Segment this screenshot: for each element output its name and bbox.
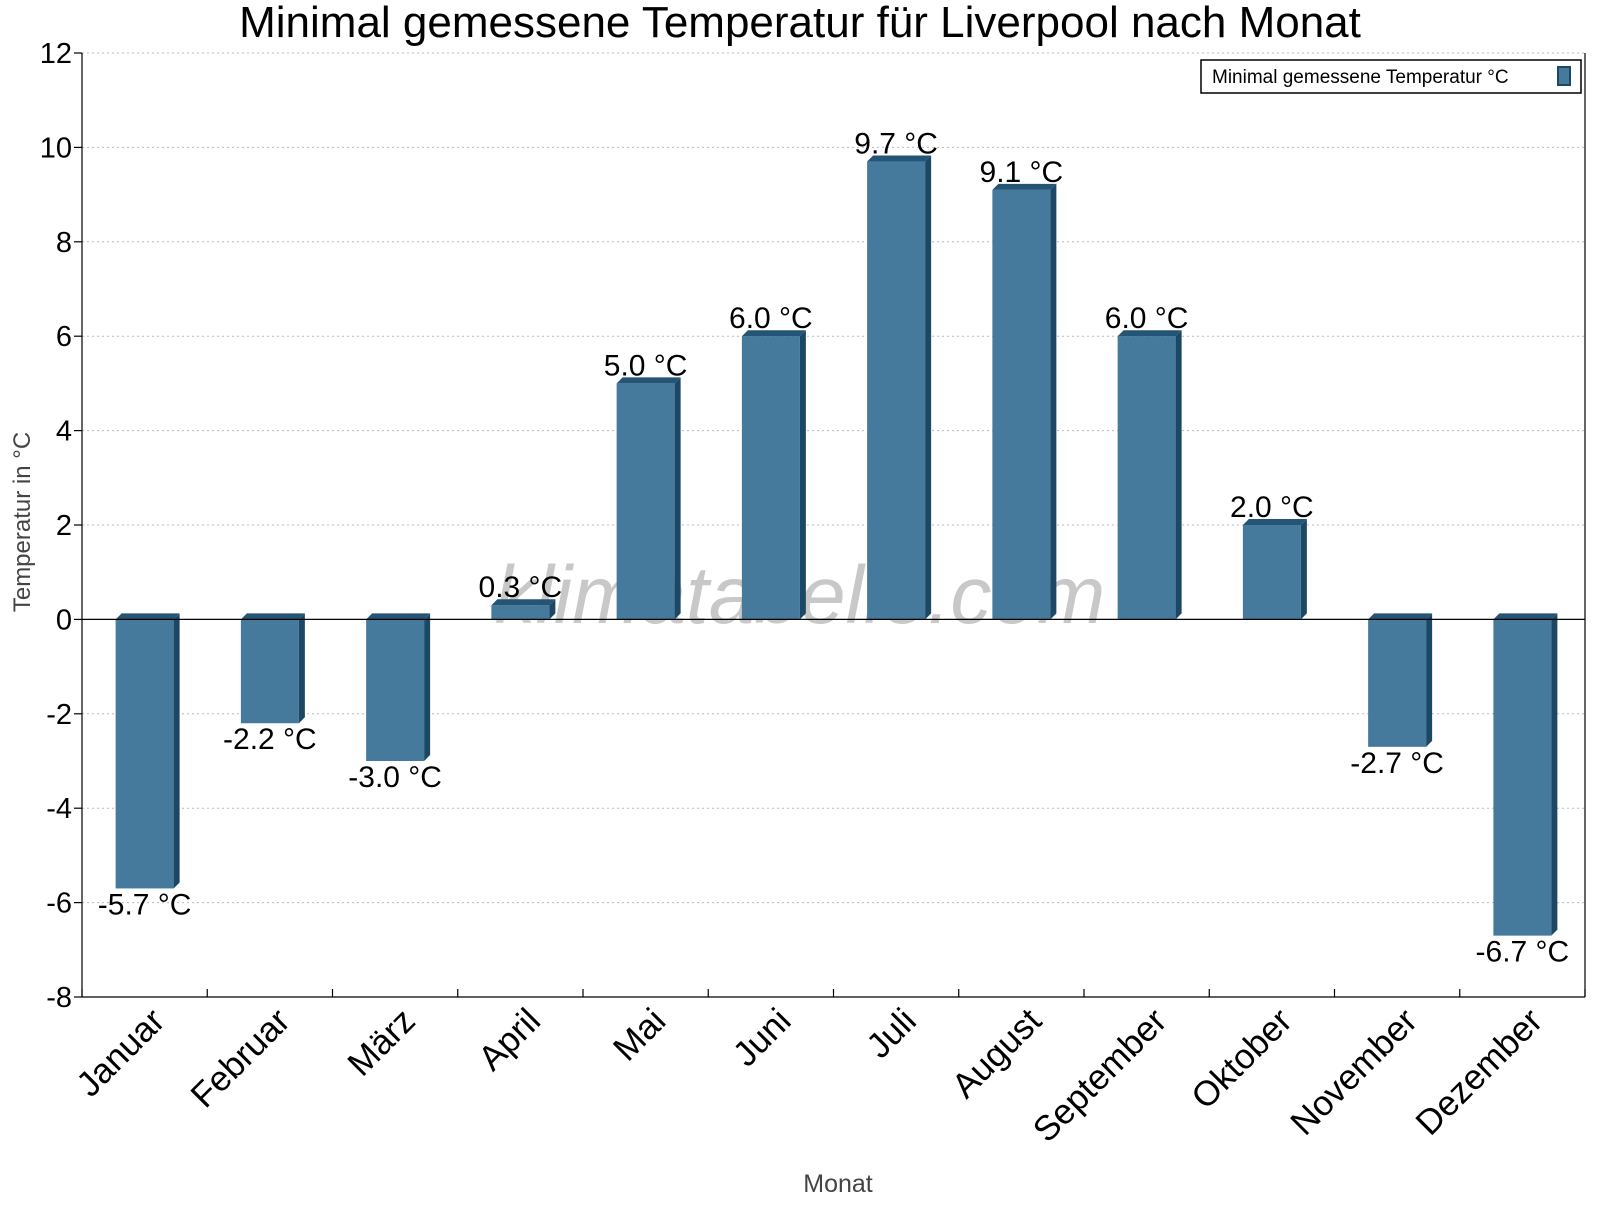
bar-top-6 <box>867 155 932 162</box>
bar-side-2 <box>424 613 431 761</box>
y-tick-label-3: 6 <box>56 321 72 353</box>
bar-märz <box>366 619 425 761</box>
legend-label: Minimal gemessene Temperatur °C <box>1212 67 1509 88</box>
bar-november <box>1368 619 1427 747</box>
bar-side-4 <box>674 377 681 620</box>
bar-top-2 <box>366 613 431 620</box>
bar-top-1 <box>240 613 305 620</box>
data-label-8: 6.0 °C <box>1105 302 1189 335</box>
bar-oktober <box>1242 525 1301 620</box>
chart-title: Minimal gemessene Temperatur für Liverpo… <box>239 0 1361 47</box>
bar-top-3 <box>491 599 556 606</box>
bar-top-0 <box>115 613 180 620</box>
bars <box>115 155 1558 936</box>
bar-top-4 <box>616 377 681 384</box>
bar-januar <box>115 619 174 889</box>
y-tick-label-10: -8 <box>46 982 72 1014</box>
y-tick-label-4: 4 <box>56 416 72 448</box>
bar-side-6 <box>925 155 932 620</box>
bar-top-10 <box>1368 613 1433 620</box>
data-label-6: 9.7 °C <box>854 128 938 161</box>
data-label-9: 2.0 °C <box>1230 491 1314 524</box>
data-label-1: -2.2 °C <box>223 723 317 756</box>
bar-side-9 <box>1300 519 1307 620</box>
bar-side-11 <box>1551 613 1558 936</box>
bar-top-8 <box>1117 330 1182 337</box>
data-label-7: 9.1 °C <box>980 156 1064 189</box>
data-label-2: -3.0 °C <box>348 761 442 794</box>
bar-side-7 <box>1050 183 1057 620</box>
bar-side-10 <box>1426 613 1433 747</box>
data-label-0: -5.7 °C <box>98 888 192 921</box>
legend-swatch <box>1557 66 1571 86</box>
bar-dezember <box>1493 619 1552 936</box>
data-label-3: 0.3 °C <box>479 571 563 604</box>
bar-side-8 <box>1175 330 1182 620</box>
bar-top-7 <box>992 183 1057 190</box>
y-tick-label-5: 2 <box>56 510 72 542</box>
data-label-11: -6.7 °C <box>1476 936 1570 969</box>
bar-side-5 <box>799 330 806 620</box>
data-label-10: -2.7 °C <box>1350 747 1444 780</box>
y-tick-label-0: 12 <box>40 38 72 70</box>
data-label-5: 6.0 °C <box>729 302 813 335</box>
bar-februar <box>240 619 299 724</box>
x-axis-title: Monat <box>803 1170 873 1198</box>
bar-top-11 <box>1493 613 1558 620</box>
y-tick-label-1: 10 <box>40 132 72 164</box>
bar-september <box>1117 336 1176 620</box>
y-tick-label-2: 8 <box>56 227 72 259</box>
bar-top-5 <box>741 330 806 337</box>
bar-april <box>491 605 550 620</box>
y-tick-label-7: -2 <box>46 699 72 731</box>
y-tick-label-8: -4 <box>46 793 72 825</box>
y-axis-title: Temperatur in °C <box>9 432 36 612</box>
bar-side-0 <box>173 613 180 889</box>
y-tick-label-6: 0 <box>56 604 72 636</box>
legend: Minimal gemessene Temperatur °C <box>1200 59 1582 94</box>
bar-side-1 <box>298 613 305 724</box>
bar-side-3 <box>549 599 556 620</box>
bar-top-9 <box>1242 519 1307 525</box>
y-tick-label-9: -6 <box>46 888 72 920</box>
legend-box <box>1200 59 1582 94</box>
bar-juli <box>867 161 926 620</box>
data-label-4: 5.0 °C <box>604 349 688 382</box>
data-labels: -5.7 °C -2.2 °C -3.0 °C 0.3 °C 5.0 °C 6.0 °C 9… <box>98 128 1569 969</box>
bar-august <box>992 189 1051 620</box>
bar-mai <box>616 383 675 620</box>
bar-juni <box>741 336 800 620</box>
